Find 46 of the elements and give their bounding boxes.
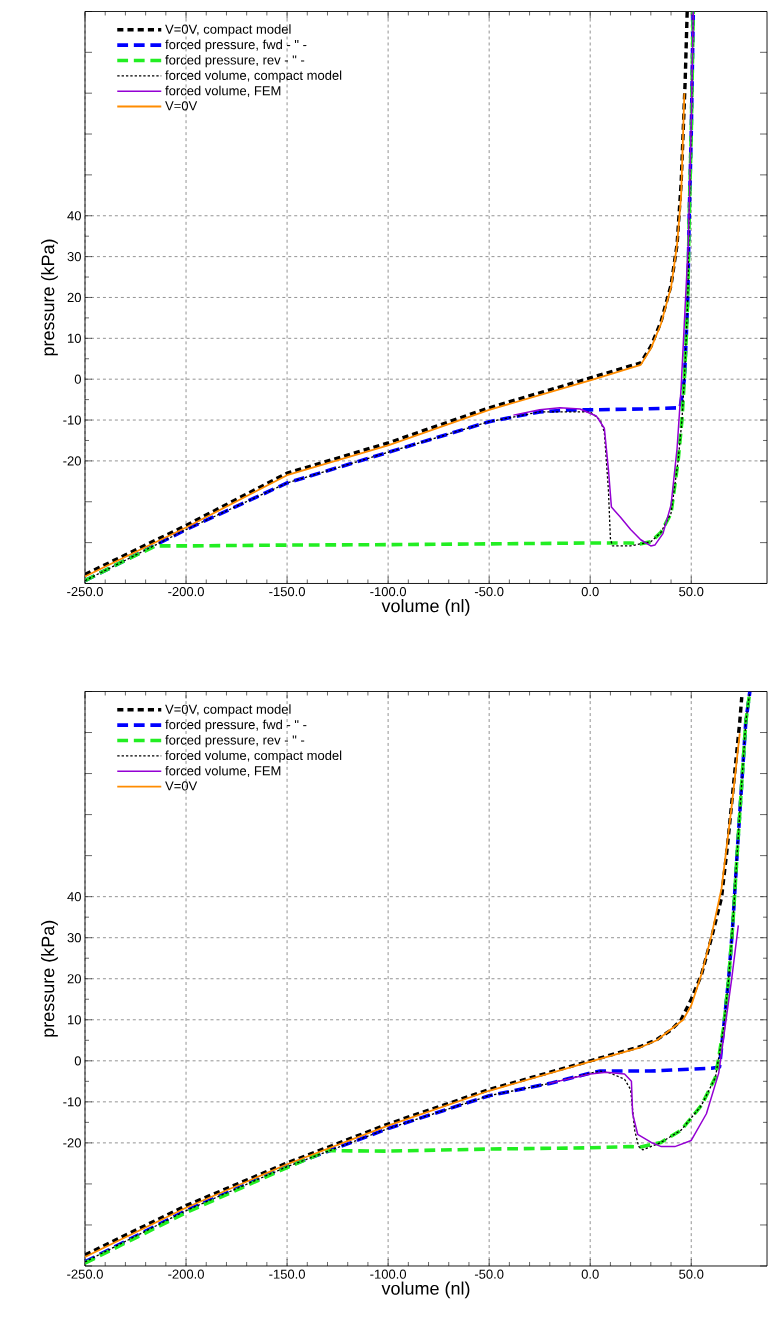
x-tick-label: -50.0 <box>474 1269 504 1279</box>
x-tick-label: 50.0 <box>679 1269 704 1279</box>
y-tick-label: 30 <box>67 252 81 262</box>
x-tick-label: -50.0 <box>474 587 504 597</box>
y-tick-label: 30 <box>67 933 81 943</box>
x-tick-label: -100.0 <box>370 587 407 597</box>
y-tick-label: 0 <box>74 1056 81 1066</box>
line-series <box>512 11 695 547</box>
x-tick-label: -250.0 <box>67 587 103 597</box>
x-axis-title: volume (nl) <box>381 1281 470 1299</box>
y-tick-label: -20 <box>63 456 81 466</box>
legend-label: forced volume, compact model <box>165 750 342 763</box>
legend-label: V=0V <box>165 101 198 111</box>
x-tick-label: -250.0 <box>67 1269 103 1279</box>
legend-label: V=0V, compact model <box>165 24 291 37</box>
y-axis-title: pressure (kPa) <box>41 920 58 1037</box>
y-tick-label: 20 <box>67 292 81 303</box>
y-tick-label: -10 <box>63 415 81 425</box>
legend-label: forced pressure, rev - " - <box>165 735 305 748</box>
legend-label: forced pressure, rev - " - <box>165 55 305 68</box>
legend-label: forced pressure, fwd - " - <box>165 719 307 732</box>
y-axis-title: pressure (kPa) <box>41 239 58 356</box>
x-tick-label: -150.0 <box>269 1269 305 1279</box>
x-axis-title: volume (nl) <box>381 599 470 616</box>
x-tick-label: 50.0 <box>679 587 704 597</box>
line-series <box>548 924 740 1148</box>
y-tick-label: 40 <box>67 892 81 902</box>
x-tick-label: -150.0 <box>269 587 305 597</box>
legend-label: forced volume, FEM <box>165 765 281 777</box>
legend-label: forced volume, compact model <box>165 70 342 83</box>
legend-label: V=0V <box>165 781 198 791</box>
x-tick-label: 0.0 <box>581 587 599 597</box>
y-tick-label: 0 <box>74 374 81 384</box>
x-tick-label: -200.0 <box>168 1269 204 1279</box>
y-tick-label: 10 <box>68 333 81 343</box>
legend-label: forced pressure, fwd - " - <box>165 39 307 52</box>
x-tick-label: -200.0 <box>168 587 204 597</box>
x-tick-label: -100.0 <box>370 1269 407 1279</box>
y-tick-label: -10 <box>63 1097 81 1107</box>
x-tick-label: 0.0 <box>581 1269 599 1279</box>
y-tick-label: 10 <box>68 1015 81 1025</box>
legend-label: V=0V, compact model <box>165 704 291 717</box>
y-tick-label: 40 <box>67 211 81 221</box>
legend-label: forced volume, FEM <box>165 85 281 97</box>
y-tick-label: -20 <box>63 1138 81 1148</box>
y-tick-label: 20 <box>67 974 81 984</box>
